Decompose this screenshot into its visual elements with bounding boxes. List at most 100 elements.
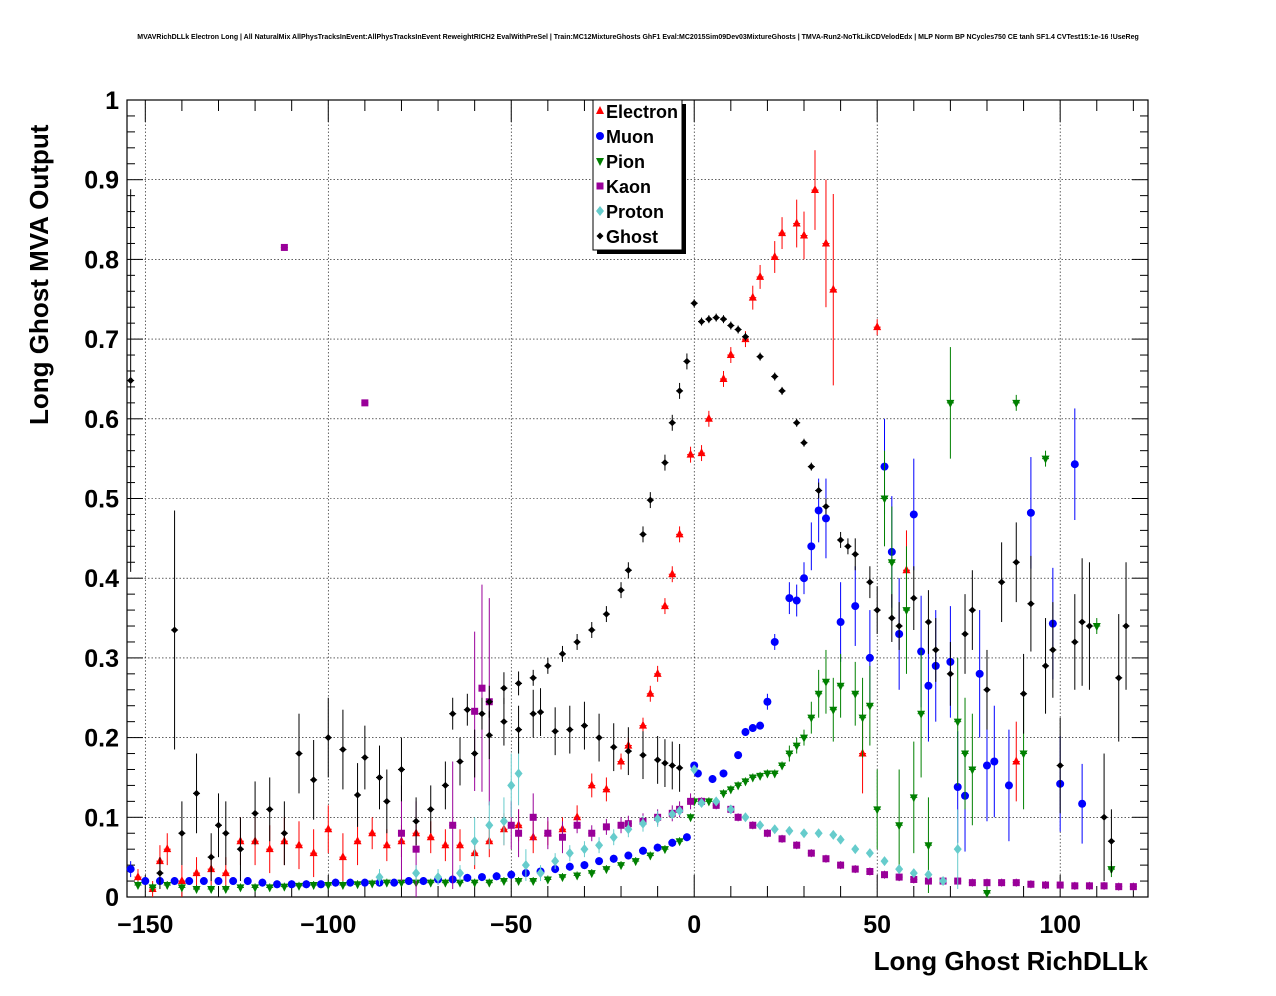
point-kaon: [449, 821, 457, 829]
point-ghost: [888, 614, 896, 622]
point-pion: [807, 714, 816, 723]
point-pion: [734, 782, 743, 791]
point-ghost: [683, 357, 691, 365]
point-electron: [441, 840, 450, 849]
point-muon: [807, 542, 816, 551]
point-kaon: [573, 821, 581, 829]
point-ghost: [500, 718, 508, 726]
point-ghost: [610, 743, 618, 751]
point-pion: [686, 814, 695, 823]
point-pion: [968, 766, 977, 775]
point-proton: [895, 864, 904, 875]
point-pion: [485, 879, 494, 888]
point-ghost: [310, 776, 318, 784]
y-tick-label: 0.4: [84, 565, 119, 593]
point-proton: [507, 780, 516, 791]
point-ghost: [1012, 558, 1020, 566]
point-muon: [792, 596, 801, 605]
point-ghost: [441, 781, 449, 789]
point-ghost: [822, 502, 830, 510]
point-muon: [821, 514, 830, 523]
point-kaon: [1056, 881, 1064, 889]
point-ghost: [595, 734, 603, 742]
point-ghost: [807, 463, 815, 471]
point-kaon: [1100, 882, 1108, 890]
point-ghost: [837, 536, 845, 544]
point-electron: [829, 284, 838, 293]
point-muon: [419, 877, 428, 886]
point-electron: [221, 868, 230, 877]
point-ghost: [397, 765, 405, 773]
point-muon: [565, 862, 574, 871]
point-ghost: [485, 698, 493, 706]
point-proton: [375, 872, 384, 883]
point-muon: [331, 878, 340, 887]
point-proton: [580, 844, 589, 855]
point-ghost: [251, 809, 259, 817]
point-kaon: [793, 841, 801, 849]
point-ghost: [456, 758, 464, 766]
point-pion: [294, 882, 303, 891]
point-kaon: [910, 875, 918, 883]
point-ghost: [654, 756, 662, 764]
point-ghost: [354, 791, 362, 799]
point-kaon: [515, 829, 523, 837]
point-pion: [902, 607, 911, 616]
point-electron: [353, 836, 362, 845]
point-muon: [653, 843, 662, 852]
point-muon: [953, 783, 962, 792]
legend-label-muon: Muon: [606, 127, 654, 147]
point-kaon: [1012, 879, 1020, 887]
point-ghost: [961, 630, 969, 638]
point-ghost: [793, 419, 801, 427]
point-muon: [748, 724, 757, 733]
point-pion: [829, 706, 838, 715]
point-kaon: [1085, 882, 1093, 890]
y-tick-label: 0.7: [84, 326, 119, 354]
y-tick-label: 0.1: [84, 804, 119, 832]
point-electron: [800, 230, 809, 239]
point-ghost: [844, 542, 852, 550]
point-kaon: [1129, 883, 1137, 891]
point-ghost: [1056, 761, 1064, 769]
point-muon: [975, 669, 984, 678]
point-proton: [924, 869, 933, 880]
point-pion: [353, 881, 362, 890]
point-ghost: [676, 387, 684, 395]
point-ghost: [968, 606, 976, 614]
point-pion: [265, 884, 274, 893]
point-proton: [800, 828, 809, 839]
point-ghost: [207, 853, 215, 861]
point-ghost: [932, 646, 940, 654]
legend-marker-ghost: [596, 232, 604, 240]
point-proton: [456, 868, 465, 879]
point-pion: [177, 884, 186, 893]
chart-title: MVAVRichDLLk Electron Long | All Natural…: [137, 34, 1139, 41]
y-tick-label: 0.5: [84, 486, 119, 514]
point-electron: [668, 569, 677, 578]
point-pion: [865, 702, 874, 711]
legend-label-pion: Pion: [606, 152, 645, 172]
point-ghost: [551, 727, 559, 735]
point-proton: [851, 844, 860, 855]
point-ghost: [998, 578, 1006, 586]
point-pion: [338, 882, 347, 891]
point-electron: [587, 780, 596, 789]
point-pion: [982, 890, 991, 899]
point-ghost: [295, 750, 303, 758]
point-electron: [573, 812, 582, 821]
point-muon: [800, 574, 809, 583]
point-proton: [434, 872, 443, 883]
point-ghost: [471, 750, 479, 758]
point-kaon: [983, 879, 991, 887]
point-pion: [851, 690, 860, 699]
point-pion: [763, 770, 772, 779]
point-kaon: [998, 879, 1006, 887]
point-muon: [609, 854, 618, 863]
point-electron: [338, 852, 347, 861]
point-ghost: [537, 708, 545, 716]
point-kaon: [968, 879, 976, 887]
point-muon: [1078, 799, 1087, 808]
point-proton: [521, 860, 530, 871]
point-proton: [829, 829, 838, 840]
